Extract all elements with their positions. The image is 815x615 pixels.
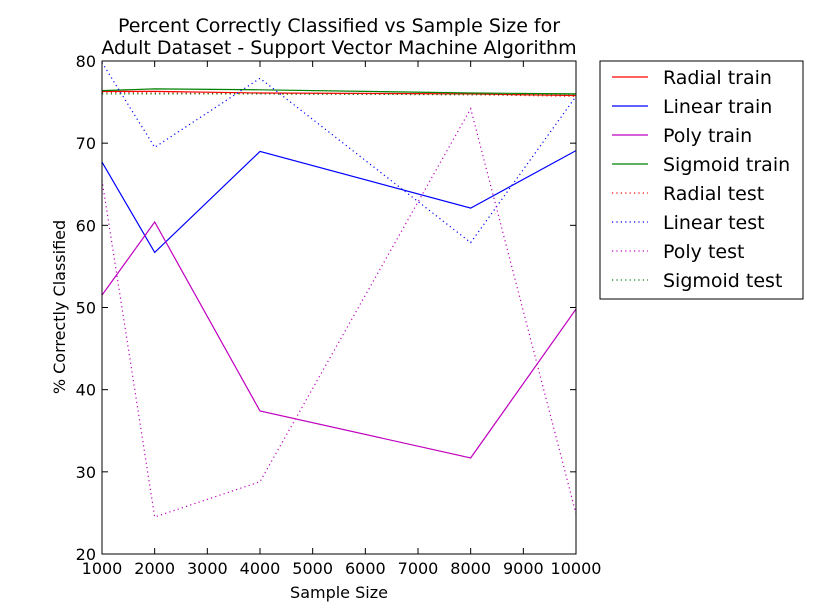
y-tick-label: 80 [76, 52, 96, 71]
series-line-poly-train [102, 220, 576, 459]
legend-label-linear-test: Linear test [663, 212, 765, 234]
series-line-radial-train [102, 90, 576, 97]
series-line-poly-test [102, 107, 576, 518]
legend-label-sigmoid-test: Sigmoid test [663, 270, 782, 292]
plot-frame [101, 60, 577, 555]
series-line-sigmoid-train [102, 88, 576, 95]
chart-title-line-2: Adult Dataset - Support Vector Machine A… [101, 37, 576, 59]
x-tick-label: 3000 [187, 559, 228, 578]
x-tick-label: 2000 [134, 559, 175, 578]
series-line-linear-test [102, 62, 576, 244]
x-tick-label: 8000 [450, 559, 491, 578]
legend-label-sigmoid-train: Sigmoid train [663, 154, 790, 176]
legend-label-poly-train: Poly train [663, 125, 752, 147]
legend-label-poly-test: Poly test [663, 241, 744, 263]
y-axis-label: % Correctly Classified [50, 220, 69, 394]
series-line-linear-train [102, 150, 576, 254]
chart-title-line-1: Percent Correctly Classified vs Sample S… [118, 15, 560, 37]
legend-label-radial-train: Radial train [663, 67, 772, 89]
legend-box [599, 60, 804, 300]
y-tick-label: 70 [76, 134, 96, 153]
y-tick-label: 50 [76, 299, 96, 318]
legend-label-linear-train: Linear train [663, 96, 772, 118]
x-tick-label: 6000 [345, 559, 386, 578]
axis-ticks: 1000 2000 3000 4000 5000 6000 7000 8000 9000 1000… [76, 52, 602, 578]
x-axis-label: Sample Size [290, 583, 388, 602]
legend-label-radial-test: Radial test [663, 183, 764, 205]
y-tick-label: 20 [76, 545, 96, 564]
x-tick-label: 9000 [503, 559, 544, 578]
legend: Radial train Linear train Poly train Sigmoi… [599, 60, 804, 300]
x-tick-label: 7000 [398, 559, 439, 578]
x-tick-label: 5000 [292, 559, 333, 578]
y-tick-label: 30 [76, 463, 96, 482]
x-tick-label: 4000 [240, 559, 281, 578]
x-tick-label: 10000 [551, 559, 602, 578]
y-tick-label: 40 [76, 381, 96, 400]
x-tick-label: 1000 [82, 559, 123, 578]
y-tick-label: 60 [76, 216, 96, 235]
plot-lines [102, 62, 576, 518]
